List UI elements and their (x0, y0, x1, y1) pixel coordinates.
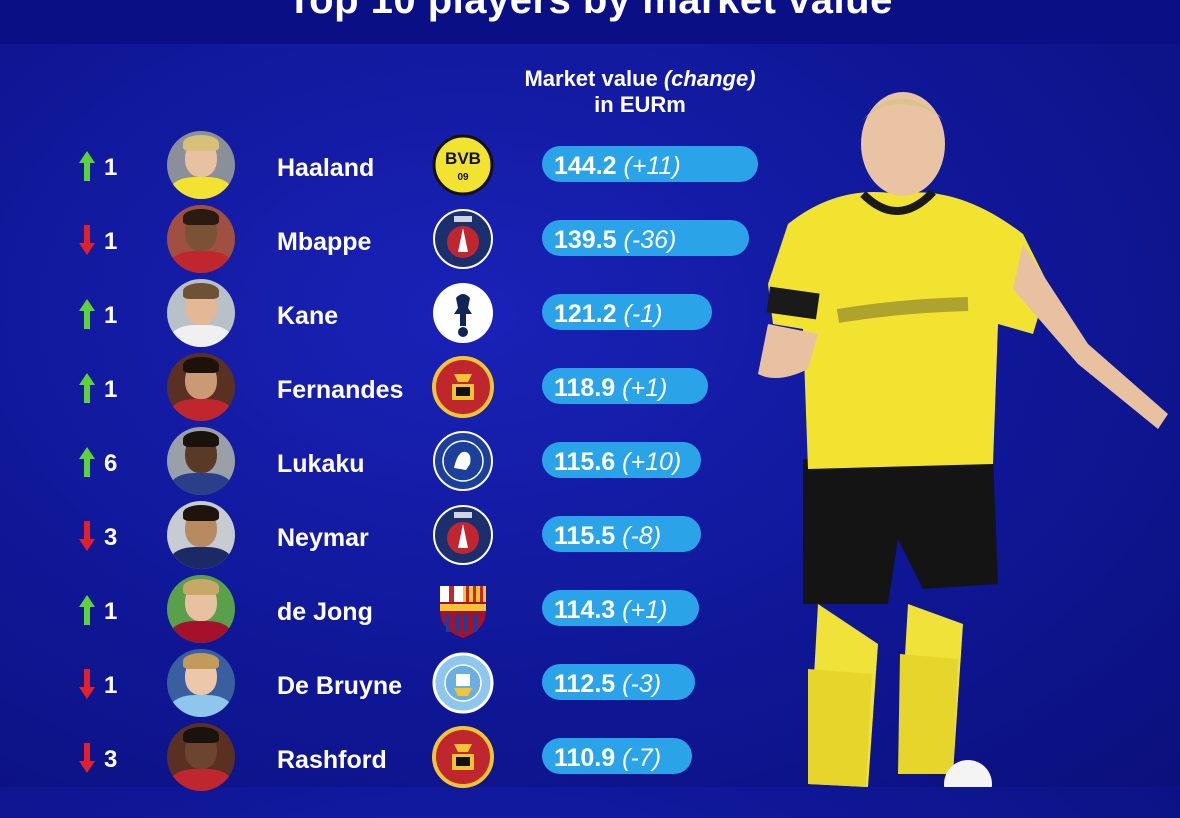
chelsea-crest (432, 430, 494, 492)
rank-change: 1 (104, 228, 118, 255)
player-photo (167, 723, 235, 791)
rank-change: 1 (104, 598, 118, 625)
player-row: 1 de Jong 114.3 (+1) (0, 575, 780, 670)
player-name: Haaland (277, 154, 375, 182)
svg-text:09: 09 (457, 172, 469, 183)
value-bar (542, 590, 699, 626)
psg-crest (432, 208, 494, 270)
down-arrow-icon (78, 519, 96, 553)
header-line1: Market value (524, 66, 664, 91)
player-photo (167, 575, 235, 643)
player-photo (167, 205, 235, 273)
value-change: (-36) (623, 226, 677, 254)
man-utd-crest (432, 356, 494, 418)
man-utd-crest (432, 726, 494, 788)
player-photo (167, 427, 235, 495)
value-label: 114.3 (+1) (554, 596, 667, 625)
player-row: 6 Lukaku 115.6 (+10) (0, 427, 780, 522)
market-value: 110.9 (554, 744, 623, 772)
value-change: (+1) (622, 596, 668, 624)
player-row: 3 Neymar 115.5 (-8) (0, 501, 780, 596)
title-bar: Top 10 players by market value (0, 0, 1180, 44)
value-bar (542, 516, 702, 552)
psg-crest (432, 504, 494, 566)
player-row: 1 Mbappe 139.5 (-36) (0, 205, 780, 300)
rank-change: 1 (104, 302, 118, 329)
rank-change: 1 (104, 376, 118, 403)
header-line2: in EURm (594, 92, 686, 117)
down-arrow-icon (78, 223, 96, 257)
value-bar (542, 738, 692, 774)
value-label: 118.9 (+1) (554, 374, 667, 403)
value-bar (542, 220, 749, 256)
value-label: 139.5 (-36) (554, 226, 676, 255)
player-photo (167, 279, 235, 347)
market-value: 114.3 (554, 596, 623, 624)
value-bar (542, 146, 758, 182)
player-name: De Bruyne (277, 672, 403, 700)
value-change: (+10) (622, 448, 682, 476)
column-header: Market value (change) in EURm (470, 66, 810, 118)
value-label: 115.6 (+10) (554, 448, 681, 477)
value-label: 110.9 (-7) (554, 744, 661, 773)
value-label: 144.2 (+11) (554, 152, 681, 181)
rank-change: 1 (104, 154, 118, 181)
value-change: (-1) (623, 300, 663, 328)
up-arrow-icon (78, 593, 96, 627)
up-arrow-icon (78, 445, 96, 479)
value-change: (-3) (622, 670, 662, 698)
rank-change: 1 (104, 672, 118, 699)
up-arrow-icon (78, 149, 96, 183)
market-value: 115.5 (554, 522, 623, 550)
rank-change: 3 (104, 746, 118, 773)
man-city-crest (432, 652, 494, 714)
player-row: 1 Fernandes 118.9 (+1) (0, 353, 780, 448)
market-value: 144.2 (554, 152, 624, 180)
player-name: Lukaku (277, 450, 365, 478)
chart-title: Top 10 players by market value (287, 0, 893, 22)
value-bar (542, 442, 702, 478)
rank-change: 3 (104, 524, 118, 551)
market-value: 118.9 (554, 374, 623, 402)
market-value: 115.6 (554, 448, 623, 476)
value-bar (542, 664, 696, 700)
value-change: (+11) (623, 152, 681, 180)
player-name: de Jong (277, 598, 373, 626)
player-name: Kane (277, 302, 339, 330)
svg-text:BVB: BVB (445, 149, 481, 168)
player-name: Mbappe (277, 228, 372, 256)
player-photo (167, 131, 235, 199)
value-change: (-8) (622, 522, 662, 550)
rank-change: 6 (104, 450, 118, 477)
value-label: 112.5 (-3) (554, 670, 661, 699)
player-name: Fernandes (277, 376, 404, 404)
value-bar (542, 294, 713, 330)
market-value: 112.5 (554, 670, 623, 698)
value-bar (542, 368, 708, 404)
value-label: 115.5 (-8) (554, 522, 661, 551)
value-change: (-7) (622, 744, 662, 772)
down-arrow-icon (78, 667, 96, 701)
header-line1-italic: (change) (663, 66, 756, 91)
player-row: 1 Haaland BVB 09 144.2 (+11) (0, 131, 780, 226)
market-value: 139.5 (554, 226, 624, 254)
player-name: Rashford (277, 746, 387, 774)
value-label: 121.2 (-1) (554, 300, 662, 329)
down-arrow-icon (78, 741, 96, 775)
player-row: 1 De Bruyne 112.5 (-3) (0, 649, 780, 744)
player-photo (167, 501, 235, 569)
up-arrow-icon (78, 371, 96, 405)
player-photo (167, 353, 235, 421)
bvb-crest: BVB 09 (432, 134, 494, 196)
player-row: 3 Rashford 110.9 (-7) (0, 723, 780, 818)
value-change: (+1) (622, 374, 668, 402)
player-photo (167, 649, 235, 717)
barcelona-crest (432, 578, 494, 640)
market-value: 121.2 (554, 300, 624, 328)
player-name: Neymar (277, 524, 369, 552)
tottenham-crest (432, 282, 494, 344)
player-row: 1 Kane 121.2 (-1) (0, 279, 780, 374)
up-arrow-icon (78, 297, 96, 331)
featured-player-image (758, 92, 1168, 787)
